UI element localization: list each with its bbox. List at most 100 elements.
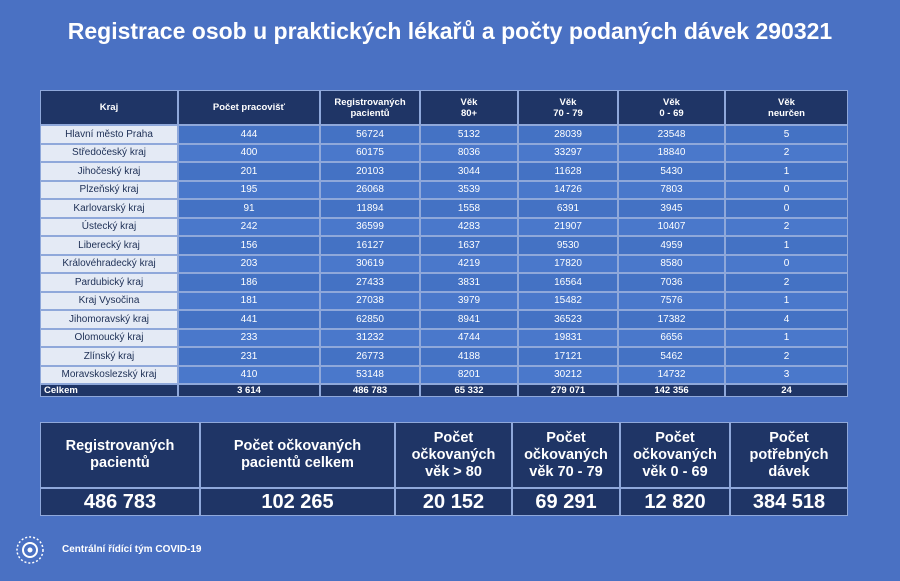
table-cell: 441 [178, 310, 320, 329]
table-cell: 186 [178, 273, 320, 292]
table-cell: 62850 [320, 310, 420, 329]
table-cell: 7803 [618, 180, 725, 199]
table-cell: 203 [178, 254, 320, 273]
region-name: Středočeský kraj [40, 143, 178, 162]
summary-value: 12 820 [620, 488, 730, 516]
table-cell: 26068 [320, 180, 420, 199]
summary-header: Registrovaných pacientů [40, 422, 200, 488]
summary-value: 384 518 [730, 488, 848, 516]
region-name: Olomoucký kraj [40, 328, 178, 347]
table-cell: 201 [178, 162, 320, 181]
table-cell: 3 [725, 365, 848, 384]
table-cell: 17382 [618, 310, 725, 329]
table-cell: 2 [725, 347, 848, 366]
table-cell: 2 [725, 143, 848, 162]
table-cell: 0 [725, 199, 848, 218]
table-cell: 28039 [518, 125, 618, 144]
total-cell: 3 614 [178, 384, 320, 397]
table-cell: 36599 [320, 217, 420, 236]
summary-value: 102 265 [200, 488, 395, 516]
header-cell: Věk 0 - 69 [618, 90, 725, 125]
table-cell: 11628 [518, 162, 618, 181]
table-cell: 181 [178, 291, 320, 310]
region-name: Moravskoslezský kraj [40, 365, 178, 384]
table-cell: 233 [178, 328, 320, 347]
table-cell: 6391 [518, 199, 618, 218]
table-cell: 30212 [518, 365, 618, 384]
table-cell: 16564 [518, 273, 618, 292]
summary-header: Počet očkovaných pacientů celkem [200, 422, 395, 488]
table-cell: 3979 [420, 291, 518, 310]
table-cell: 1 [725, 328, 848, 347]
table-cell: 8201 [420, 365, 518, 384]
table-cell: 2 [725, 273, 848, 292]
table-cell: 1 [725, 236, 848, 255]
table-cell: 8941 [420, 310, 518, 329]
header-cell: Věk neurčen [725, 90, 848, 125]
table-cell: 3945 [618, 199, 725, 218]
table-cell: 4959 [618, 236, 725, 255]
summary-value: 69 291 [512, 488, 620, 516]
table-cell: 8036 [420, 143, 518, 162]
table-cell: 7576 [618, 291, 725, 310]
table-cell: 5 [725, 125, 848, 144]
region-table: Kraj Počet pracovišť Registrovaných pacien… [40, 90, 848, 397]
table-cell: 10407 [618, 217, 725, 236]
total-cell: 486 783 [320, 384, 420, 397]
table-cell: 16127 [320, 236, 420, 255]
table-cell: 5132 [420, 125, 518, 144]
table-cell: 60175 [320, 143, 420, 162]
region-name: Jihomoravský kraj [40, 310, 178, 329]
total-cell: 279 071 [518, 384, 618, 397]
table-cell: 1637 [420, 236, 518, 255]
table-cell: 23548 [618, 125, 725, 144]
table-cell: 231 [178, 347, 320, 366]
region-name: Ústecký kraj [40, 217, 178, 236]
table-cell: 17121 [518, 347, 618, 366]
table-cell: 195 [178, 180, 320, 199]
logo [16, 536, 44, 564]
summary-table: Registrovaných pacientů Počet očkovaných … [40, 422, 848, 516]
table-cell: 14732 [618, 365, 725, 384]
table-cell: 18840 [618, 143, 725, 162]
table-cell: 4219 [420, 254, 518, 273]
summary-header: Počet očkovaných věk 70 - 79 [512, 422, 620, 488]
table-cell: 30619 [320, 254, 420, 273]
table-cell: 2 [725, 217, 848, 236]
header-cell: Kraj [40, 90, 178, 125]
table-cell: 26773 [320, 347, 420, 366]
table-cell: 156 [178, 236, 320, 255]
region-name: Plzeňský kraj [40, 180, 178, 199]
table-cell: 5430 [618, 162, 725, 181]
table-cell: 33297 [518, 143, 618, 162]
table-cell: 56724 [320, 125, 420, 144]
table-cell: 444 [178, 125, 320, 144]
table-cell: 1 [725, 162, 848, 181]
table-cell: 410 [178, 365, 320, 384]
table-cell: 3044 [420, 162, 518, 181]
table-cell: 14726 [518, 180, 618, 199]
table-cell: 1 [725, 291, 848, 310]
title: Registrace osob u praktických lékařů a p… [67, 18, 833, 44]
summary-header: Počet očkovaných věk 0 - 69 [620, 422, 730, 488]
region-name: Zlínský kraj [40, 347, 178, 366]
table-cell: 31232 [320, 328, 420, 347]
region-name: Pardubický kraj [40, 273, 178, 292]
header-cell: Věk 80+ [420, 90, 518, 125]
table-cell: 53148 [320, 365, 420, 384]
total-cell: Celkem [40, 384, 178, 397]
summary-value: 20 152 [395, 488, 512, 516]
header-cell: Věk 70 - 79 [518, 90, 618, 125]
summary-header: Počet potřebných dávek [730, 422, 848, 488]
table-cell: 6656 [618, 328, 725, 347]
region-name: Karlovarský kraj [40, 199, 178, 218]
table-cell: 4 [725, 310, 848, 329]
region-name: Hlavní město Praha [40, 125, 178, 144]
table-cell: 15482 [518, 291, 618, 310]
region-name: Královéhradecký kraj [40, 254, 178, 273]
table-cell: 21907 [518, 217, 618, 236]
table-cell: 4283 [420, 217, 518, 236]
table-cell: 1558 [420, 199, 518, 218]
table-cell: 27038 [320, 291, 420, 310]
summary-header: Počet očkovaných věk > 80 [395, 422, 512, 488]
